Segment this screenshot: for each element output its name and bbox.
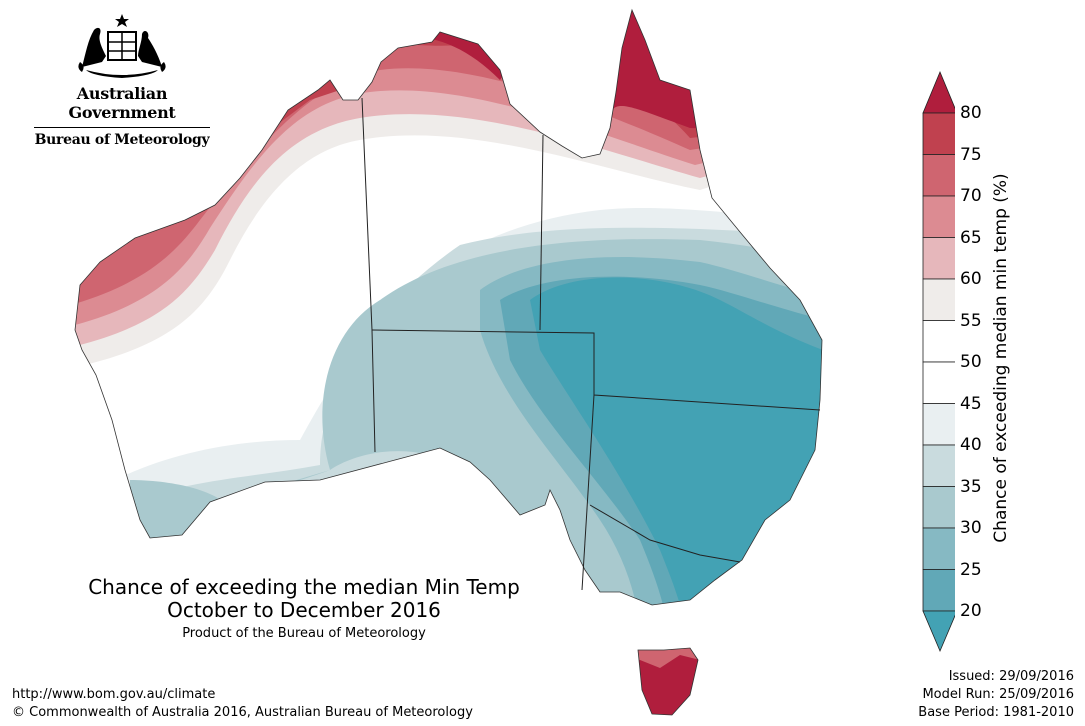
legend-tick-label: 55: [960, 310, 982, 331]
legend-tick-label: 25: [960, 559, 982, 580]
legend-tick-label: 45: [960, 393, 982, 414]
legend-bin: [922, 195, 955, 238]
government-logo: Australian Government Bureau of Meteorol…: [22, 12, 222, 148]
legend-tick-label: 50: [960, 352, 982, 372]
map-title: Chance of exceeding the median Min Temp: [88, 575, 520, 599]
legend-bin: [922, 569, 955, 612]
legend-bin: [922, 444, 955, 487]
legend-bin: [922, 361, 955, 404]
issued-date: Issued: 29/09/2016: [948, 669, 1074, 684]
legend-bin: [922, 527, 955, 570]
legend-bin: [922, 403, 955, 446]
climate-url[interactable]: http://www.bom.gov.au/climate: [12, 687, 216, 702]
legend-tick-label: 70: [960, 186, 982, 206]
state-borders: [361, 97, 821, 591]
copyright-notice: © Commonwealth of Australia 2016, Austra…: [12, 705, 473, 720]
legend-tick-label: 65: [960, 227, 982, 248]
legend-tick-label: 30: [960, 518, 982, 538]
legend-bin: [922, 610, 955, 653]
legend-bin: [922, 237, 955, 280]
legend-tick-label: 35: [960, 476, 982, 497]
legend-tick-label: 40: [960, 435, 982, 455]
map-period: October to December 2016: [167, 598, 441, 622]
bureau-title: Bureau of Meteorology: [34, 132, 210, 148]
legend-tick-label: 60: [960, 269, 982, 289]
legend-tick-label: 80: [960, 103, 982, 123]
model-run-date: Model Run: 25/09/2016: [922, 687, 1074, 702]
legend-bin: [922, 112, 955, 155]
legend-tick-label: 75: [960, 144, 982, 165]
legend-bin: [922, 154, 955, 197]
legend-bin: [922, 486, 955, 529]
map-product-note: Product of the Bureau of Meteorology: [182, 626, 426, 641]
legend-bin: [922, 70, 955, 114]
logo-divider: [34, 127, 210, 128]
base-period: Base Period: 1981-2010: [918, 705, 1074, 720]
map-title-block: Chance of exceeding the median Min Temp …: [40, 575, 568, 642]
footer-left: http://www.bom.gov.au/climate © Commonwe…: [12, 686, 473, 722]
government-title: Australian Government: [68, 84, 176, 122]
footer-right: Issued: 29/09/2016 Model Run: 25/09/2016…: [918, 668, 1074, 722]
color-scale-legend: [922, 70, 955, 653]
legend-bin: [922, 320, 955, 363]
legend-bin: [922, 278, 955, 321]
legend-title: Chance of exceeding median min temp (%): [991, 173, 1011, 543]
legend-tick-label: 20: [960, 601, 982, 621]
coat-of-arms-icon: [78, 14, 166, 78]
